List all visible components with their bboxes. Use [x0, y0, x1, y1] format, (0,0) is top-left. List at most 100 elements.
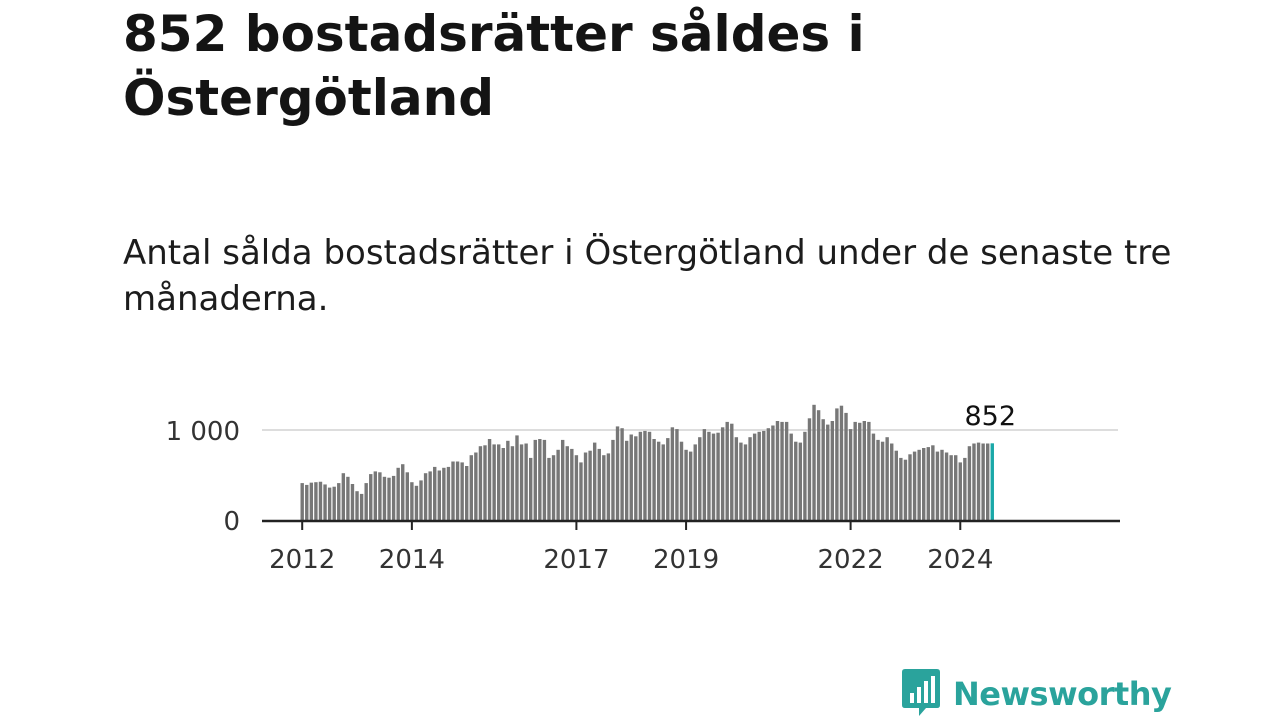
- bar: [373, 471, 378, 520]
- bar: [419, 480, 423, 520]
- bar: [318, 481, 323, 520]
- y-tick-label: 1 000: [166, 417, 240, 447]
- bar: [976, 442, 981, 520]
- bar: [465, 466, 469, 520]
- bar: [661, 444, 665, 520]
- x-tick-label: 2024: [927, 545, 993, 575]
- bar: [305, 484, 309, 520]
- bar: [903, 459, 908, 520]
- bar: [391, 475, 396, 520]
- bar: [876, 439, 880, 520]
- bar: [478, 446, 483, 520]
- bar: [711, 433, 716, 520]
- x-tick-label: 2014: [379, 545, 445, 575]
- bar: [771, 425, 775, 520]
- bar: [656, 441, 661, 520]
- bar: [908, 454, 912, 520]
- bar: [972, 443, 976, 520]
- bar: [606, 453, 611, 520]
- bar: [474, 452, 478, 520]
- bar: [396, 467, 400, 520]
- bar: [762, 430, 766, 520]
- bar: [981, 443, 985, 520]
- chart-title: 852 bostadsrätter såldes i Östergötland: [123, 5, 865, 127]
- bar: [821, 419, 825, 520]
- bar: [583, 452, 588, 520]
- bar: [460, 462, 464, 520]
- bar: [387, 477, 391, 520]
- bar: [423, 473, 428, 520]
- bar: [615, 426, 620, 520]
- bar: [529, 457, 533, 520]
- bar-chart: 0 1 000 2012 2014 2017 2019 2022 2024 852: [166, 401, 1120, 575]
- bar: [364, 483, 368, 520]
- bar: [515, 435, 519, 520]
- bar: [880, 441, 885, 520]
- bar: [922, 448, 926, 520]
- bar: [556, 449, 560, 520]
- bar: [442, 467, 446, 520]
- x-tick-label: 2022: [818, 545, 884, 575]
- bar: [830, 421, 835, 520]
- bar: [359, 493, 364, 520]
- bar: [894, 450, 898, 520]
- bar: [309, 482, 314, 520]
- bar: [378, 472, 382, 520]
- latest-value-label: 852: [964, 401, 1016, 432]
- bar: [775, 421, 780, 520]
- bar: [885, 437, 889, 520]
- bar: [963, 457, 967, 520]
- bar: [469, 455, 473, 520]
- x-tick-label: 2017: [543, 545, 609, 575]
- bar: [679, 441, 684, 520]
- bar: [346, 476, 350, 520]
- bar: [789, 433, 793, 520]
- bar: [350, 484, 355, 520]
- bar: [725, 421, 729, 520]
- bar: [428, 471, 432, 520]
- bar: [716, 432, 720, 520]
- bar: [592, 442, 597, 520]
- bar: [492, 444, 496, 520]
- bar: [935, 451, 940, 520]
- bar: [693, 444, 697, 520]
- bar: [524, 443, 528, 520]
- bar: [730, 423, 734, 520]
- bar: [327, 487, 332, 520]
- brand-logo[interactable]: Newsworthy: [901, 667, 1172, 721]
- bar: [794, 441, 798, 520]
- bar: [446, 466, 451, 520]
- bar: [337, 483, 341, 520]
- bar: [501, 448, 505, 520]
- bar: [565, 446, 569, 520]
- bar: [414, 485, 419, 520]
- bar: [766, 428, 771, 520]
- x-tick-label: 2019: [653, 545, 719, 575]
- bar: [812, 404, 816, 520]
- bar: [844, 412, 848, 520]
- bar: [890, 443, 894, 520]
- bar: [542, 439, 547, 520]
- bar: [405, 472, 410, 520]
- bar: [912, 451, 917, 520]
- bar: [643, 430, 647, 520]
- bar: [707, 431, 711, 520]
- bar: [780, 421, 784, 520]
- bar: [483, 445, 487, 520]
- bar: [835, 408, 839, 520]
- bar: [752, 433, 757, 520]
- bar: [944, 452, 949, 520]
- bar: [926, 447, 930, 520]
- bar: [734, 437, 739, 520]
- bar: [410, 482, 414, 520]
- bar: [538, 439, 542, 520]
- bar: [702, 429, 707, 520]
- bar: [369, 474, 373, 520]
- bar: [871, 433, 876, 520]
- bar: [597, 448, 601, 520]
- newsworthy-logo-icon: [901, 667, 941, 721]
- bar: [652, 439, 656, 520]
- bar: [931, 445, 935, 520]
- bar: [670, 427, 675, 520]
- bar: [807, 418, 812, 520]
